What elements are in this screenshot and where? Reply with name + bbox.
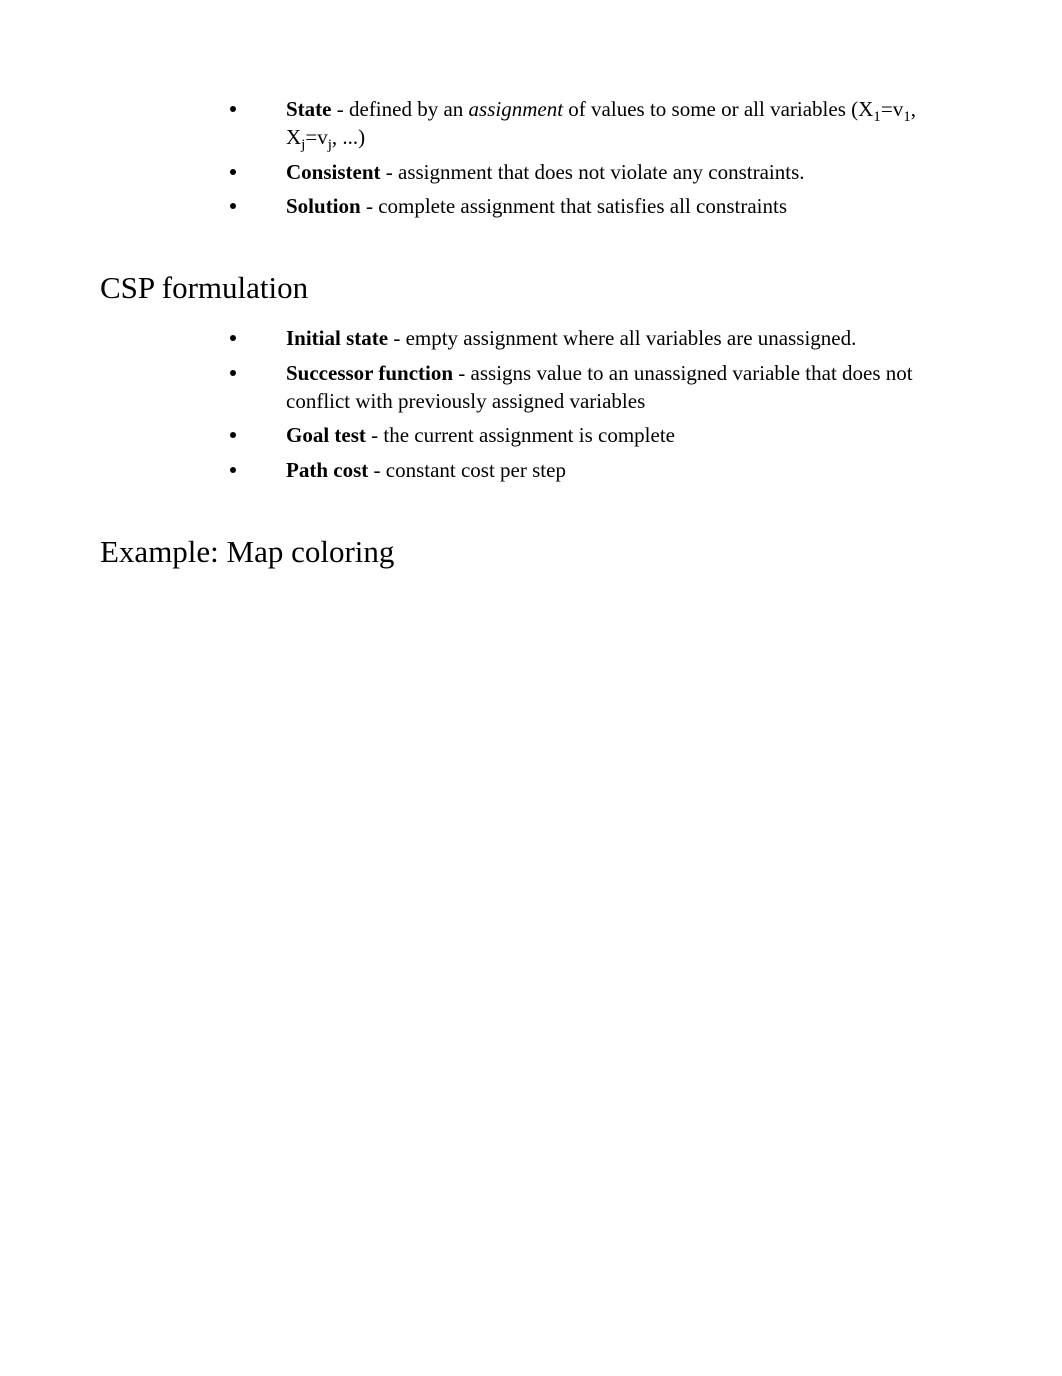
section-heading-example-map-coloring: Example: Map coloring bbox=[100, 534, 962, 570]
term-label: Path cost bbox=[286, 458, 368, 482]
bullet-icon bbox=[230, 432, 236, 438]
bullet-text: Solution - complete assignment that sati… bbox=[286, 192, 962, 220]
term-label: State bbox=[286, 97, 332, 121]
bullet-icon bbox=[230, 467, 236, 473]
term-label: Solution bbox=[286, 194, 361, 218]
list-item: State - defined by an assignment of valu… bbox=[230, 95, 962, 152]
term-label: Initial state bbox=[286, 326, 388, 350]
emphasis: assignment bbox=[469, 97, 564, 121]
bullet-icon bbox=[230, 106, 236, 112]
bullet-icon bbox=[230, 370, 236, 376]
section-heading-csp-formulation: CSP formulation bbox=[100, 270, 962, 306]
bullet-text: State - defined by an assignment of valu… bbox=[286, 95, 962, 152]
list-item: Path cost - constant cost per step bbox=[230, 456, 962, 484]
term-label: Goal test bbox=[286, 423, 366, 447]
bullet-text: Successor function - assigns value to an… bbox=[286, 359, 962, 416]
term-label: Successor function bbox=[286, 361, 453, 385]
bullet-icon bbox=[230, 335, 236, 341]
term-label: Consistent bbox=[286, 160, 381, 184]
csp-formulation-bullet-list: Initial state - empty assignment where a… bbox=[230, 324, 962, 484]
bullet-icon bbox=[230, 203, 236, 209]
bullet-text: Initial state - empty assignment where a… bbox=[286, 324, 962, 352]
bullet-text: Path cost - constant cost per step bbox=[286, 456, 962, 484]
list-item: Successor function - assigns value to an… bbox=[230, 359, 962, 416]
list-item: Solution - complete assignment that sati… bbox=[230, 192, 962, 220]
bullet-icon bbox=[230, 169, 236, 175]
list-item: Initial state - empty assignment where a… bbox=[230, 324, 962, 352]
list-item: Goal test - the current assignment is co… bbox=[230, 421, 962, 449]
top-bullet-list: State - defined by an assignment of valu… bbox=[230, 95, 962, 220]
bullet-text: Consistent - assignment that does not vi… bbox=[286, 158, 962, 186]
list-item: Consistent - assignment that does not vi… bbox=[230, 158, 962, 186]
bullet-text: Goal test - the current assignment is co… bbox=[286, 421, 962, 449]
